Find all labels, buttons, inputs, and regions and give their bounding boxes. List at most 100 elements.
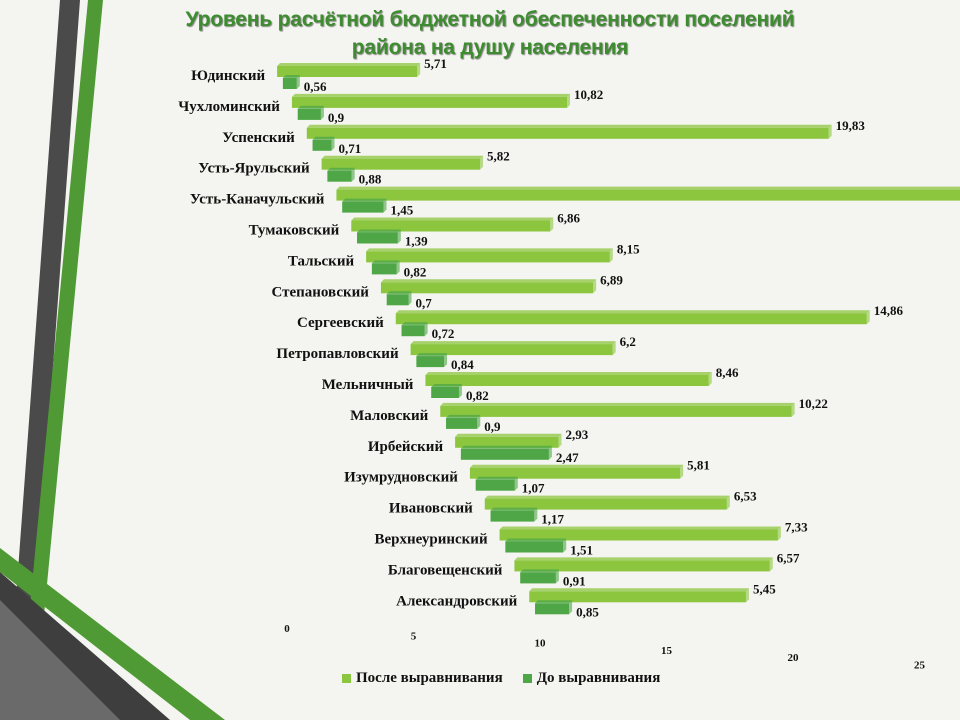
- bar-before-10: [431, 384, 462, 398]
- x-tick-label-5: 25: [914, 659, 926, 671]
- legend-item-before: До выравнивания: [523, 670, 661, 687]
- data-label-before-14: 1,17: [541, 512, 564, 527]
- x-tick-label-2: 10: [535, 638, 547, 650]
- data-label-after-15: 7,33: [785, 520, 808, 535]
- bar-after-1: [292, 94, 570, 108]
- legend-swatch-before: [523, 674, 532, 683]
- bar-before-9: [416, 353, 447, 367]
- data-label-before-4: 1,45: [390, 203, 413, 218]
- category-label-6: Тальский: [288, 253, 355, 269]
- bar-before-10-top: [431, 384, 462, 387]
- legend-label-after: После выравнивания: [356, 670, 503, 687]
- data-label-after-10: 8,46: [716, 365, 739, 380]
- data-label-before-0: 0,56: [304, 79, 327, 94]
- bar-before-2-front: [313, 140, 332, 151]
- bar-after-7-front: [381, 282, 593, 293]
- data-label-after-7: 6,89: [600, 272, 623, 287]
- data-label-after-1: 10,82: [574, 87, 603, 102]
- bar-before-6-top: [372, 260, 400, 263]
- bar-after-14: [485, 496, 730, 510]
- bar-after-1-top: [292, 94, 570, 97]
- data-label-before-7: 0,7: [416, 295, 433, 310]
- bar-before-12: [461, 446, 552, 460]
- category-label-7: Степановский: [271, 284, 369, 300]
- data-label-before-6: 0,82: [404, 264, 427, 279]
- bar-after-2-front: [307, 128, 829, 139]
- data-label-before-2: 0,71: [338, 141, 361, 156]
- legend: После выравнивания До выравнивания: [342, 670, 680, 687]
- bar-after-7-top: [381, 279, 596, 282]
- data-label-before-9: 0,84: [451, 357, 474, 372]
- data-label-after-8: 14,86: [874, 303, 904, 318]
- bar-after-2: [307, 125, 832, 139]
- bar-after-3-top: [322, 156, 483, 159]
- bar-after-1-front: [292, 97, 567, 108]
- bar-after-7: [381, 279, 596, 293]
- bar-before-3-top: [327, 168, 354, 171]
- category-label-11: Маловский: [350, 408, 429, 424]
- bar-before-1: [298, 106, 324, 120]
- bar-before-1-top: [298, 106, 324, 109]
- bar-before-4: [342, 199, 386, 213]
- bar-after-13: [470, 465, 683, 479]
- x-tick-label-0: 0: [284, 623, 290, 635]
- bar-after-10-top: [425, 372, 711, 375]
- category-label-14: Ивановский: [389, 501, 473, 517]
- category-label-4: Усть-Каначульский: [190, 192, 325, 208]
- bar-before-0-front: [283, 78, 297, 89]
- data-label-after-9: 6,2: [620, 334, 636, 349]
- category-label-8: Сергеевский: [297, 315, 384, 331]
- bar-after-4-front: [336, 190, 960, 201]
- data-label-after-6: 8,15: [617, 241, 640, 256]
- data-label-after-11: 10,22: [799, 396, 828, 411]
- bar-before-14: [491, 508, 538, 522]
- bar-before-16: [520, 569, 559, 583]
- bar-before-5: [357, 230, 401, 244]
- bar-after-11: [440, 403, 794, 417]
- bar-before-12-top: [461, 446, 552, 449]
- category-label-17: Александровский: [396, 593, 517, 609]
- bar-after-9: [411, 341, 616, 355]
- bar-before-8-front: [402, 325, 425, 336]
- bar-before-3: [327, 168, 354, 182]
- bar-before-6: [372, 260, 400, 274]
- bar-before-16-top: [520, 569, 559, 572]
- bar-before-4-front: [342, 202, 383, 213]
- bar-after-13-top: [470, 465, 683, 468]
- data-label-after-17: 5,45: [753, 581, 776, 596]
- data-label-before-13: 1,07: [522, 481, 545, 496]
- bar-after-8: [396, 310, 870, 324]
- category-label-9: Петропавловский: [276, 346, 399, 362]
- bar-after-15: [500, 527, 781, 541]
- bar-before-7-top: [387, 291, 412, 294]
- bar-before-7: [387, 291, 412, 305]
- bar-after-8-front: [396, 313, 867, 324]
- category-label-12: Ирбейский: [368, 439, 444, 455]
- bar-before-1-front: [298, 109, 321, 120]
- bar-after-10-front: [425, 375, 708, 386]
- data-label-after-14: 6,53: [734, 489, 757, 504]
- bar-after-16-top: [514, 557, 772, 560]
- bar-before-11: [446, 415, 480, 429]
- bar-before-13-front: [476, 480, 515, 491]
- bar-before-17: [535, 600, 572, 614]
- x-tick-label-4: 20: [788, 652, 800, 664]
- bar-before-11-front: [446, 418, 477, 429]
- bar-after-17: [529, 588, 749, 602]
- bar-before-2: [313, 137, 335, 151]
- bar-after-3: [322, 156, 483, 170]
- data-label-after-2: 19,83: [836, 118, 866, 133]
- x-tick-label-3: 15: [661, 645, 673, 657]
- data-label-before-15: 1,51: [570, 543, 593, 558]
- bar-before-11-top: [446, 415, 480, 418]
- bar-before-17-top: [535, 600, 572, 603]
- bar-before-4-top: [342, 199, 386, 202]
- bar-after-11-top: [440, 403, 794, 406]
- category-label-2: Успенский: [222, 130, 295, 146]
- bar-after-5-top: [351, 218, 553, 221]
- bar-before-3-front: [327, 171, 351, 182]
- legend-swatch-after: [342, 674, 351, 683]
- bar-before-7-front: [387, 294, 409, 305]
